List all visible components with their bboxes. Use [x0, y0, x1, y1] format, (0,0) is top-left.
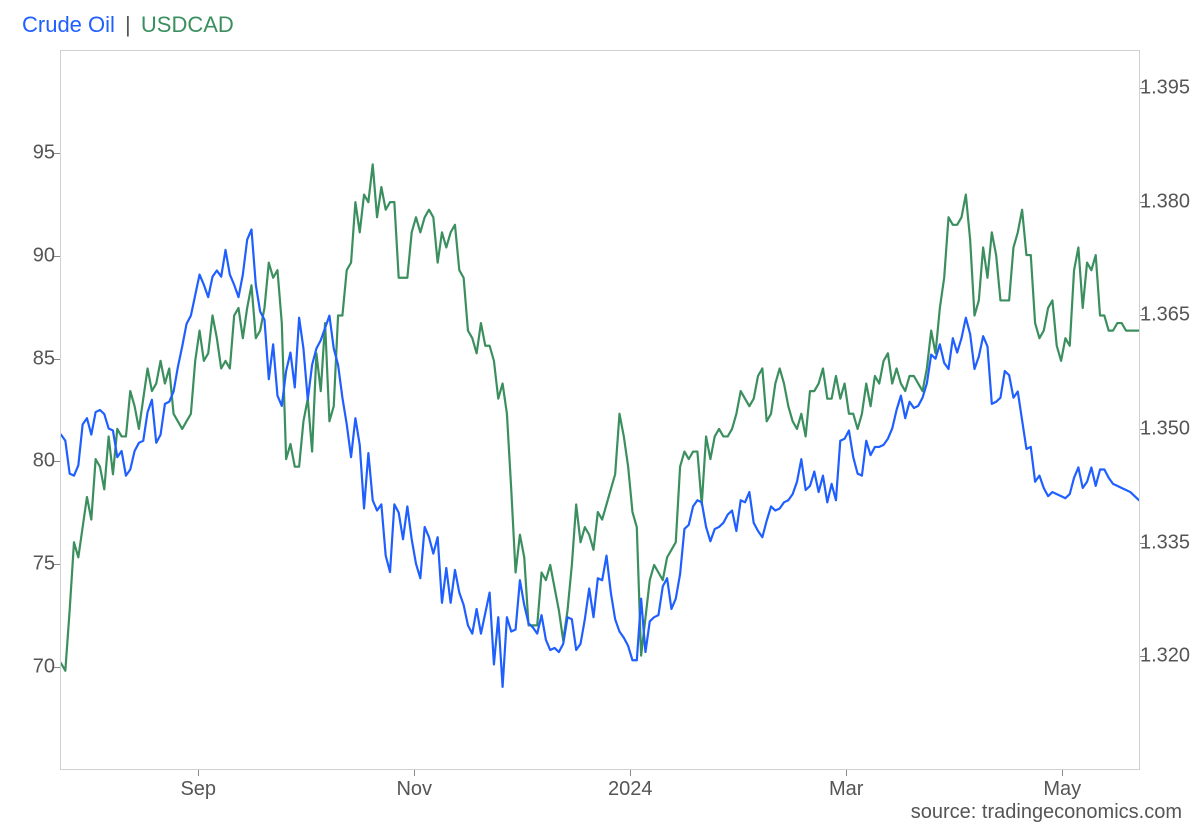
xtick — [1062, 770, 1063, 776]
legend-separator: | — [125, 12, 131, 37]
xtick — [414, 770, 415, 776]
ylabel-right: 1.365 — [1140, 304, 1200, 327]
chart-container: Crude Oil | USDCAD 70 75 80 85 90 95 1.320 1.33… — [0, 0, 1200, 832]
series-usdcad — [61, 164, 1139, 670]
chart-legend: Crude Oil | USDCAD — [22, 12, 234, 38]
xtick — [630, 770, 631, 776]
legend-series-1: Crude Oil — [22, 12, 115, 37]
ylabel-left: 75 — [5, 553, 55, 576]
source-attribution: source: tradingeconomics.com — [911, 801, 1182, 824]
ylabel-right: 1.335 — [1140, 531, 1200, 554]
plot-area — [60, 50, 1140, 770]
xlabel: Mar — [829, 778, 863, 801]
xlabel: Sep — [180, 778, 216, 801]
series-crude — [61, 229, 1139, 686]
xtick — [198, 770, 199, 776]
ylabel-left: 70 — [5, 656, 55, 679]
ylabel-left: 90 — [5, 244, 55, 267]
ylabel-right: 1.320 — [1140, 645, 1200, 668]
xlabel: Nov — [396, 778, 432, 801]
ylabel-left: 95 — [5, 141, 55, 164]
xtick — [846, 770, 847, 776]
ylabel-right: 1.395 — [1140, 76, 1200, 99]
ylabel-right: 1.380 — [1140, 190, 1200, 213]
ylabel-left: 80 — [5, 450, 55, 473]
chart-svg — [61, 51, 1139, 769]
legend-series-2: USDCAD — [141, 12, 234, 37]
ylabel-right: 1.350 — [1140, 417, 1200, 440]
xlabel: May — [1043, 778, 1081, 801]
xlabel: 2024 — [608, 778, 653, 801]
ylabel-left: 85 — [5, 347, 55, 370]
